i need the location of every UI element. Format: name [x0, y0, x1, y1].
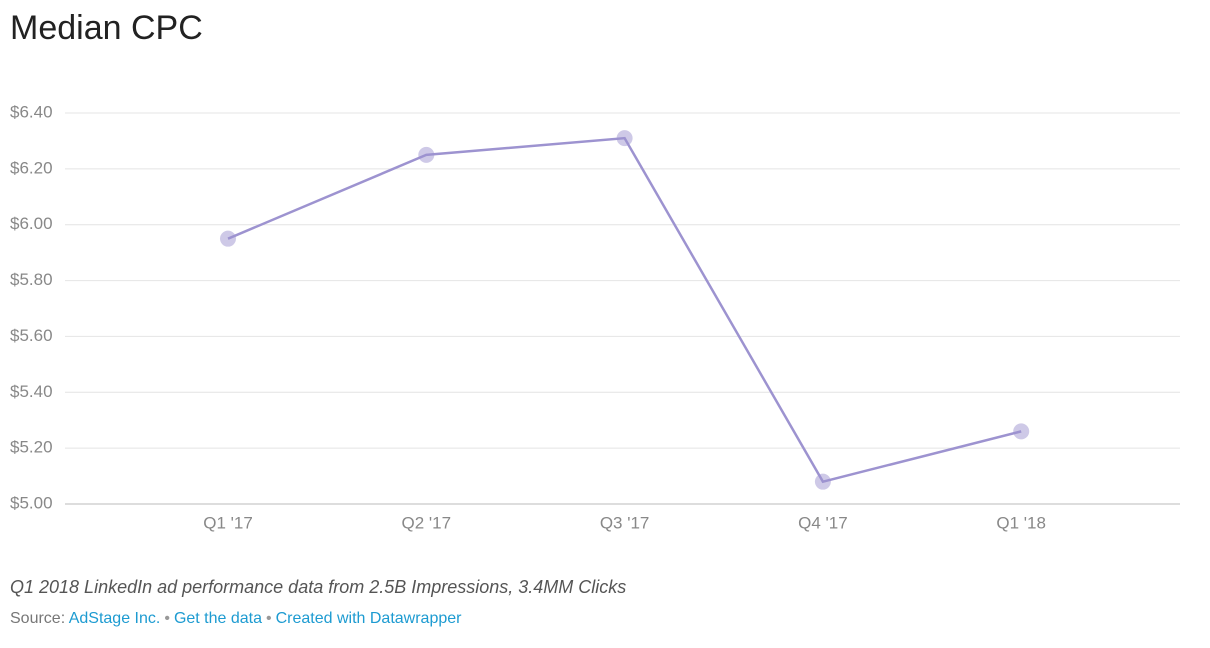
separator: •	[164, 610, 170, 627]
y-tick-label: $5.40	[10, 382, 53, 401]
y-tick-label: $6.20	[10, 158, 53, 177]
y-tick-label: $6.40	[10, 102, 53, 121]
y-tick-label: $6.00	[10, 214, 53, 233]
y-tick-label: $5.60	[10, 326, 53, 345]
line	[227, 136, 1022, 484]
data-link[interactable]: Get the data	[173, 610, 262, 627]
point	[1013, 423, 1030, 440]
point	[814, 473, 831, 490]
x-tick-label: Q1 '17	[203, 513, 253, 532]
y-tick-label: $5.20	[10, 438, 53, 457]
x-tick-label: Q4 '17	[798, 513, 848, 532]
x-tick-label: Q2 '17	[402, 513, 452, 532]
source-label: Source:	[10, 610, 66, 627]
source: Source: AdStage Inc. • Get the data • Create…	[10, 610, 461, 628]
point	[616, 130, 633, 147]
y-tick-label: $5.80	[10, 270, 53, 289]
x-tick-label: Q1 '18	[996, 513, 1046, 532]
y-tick-label: $5.00	[10, 493, 53, 512]
separator: •	[266, 610, 272, 627]
chart: Median CPC $5.00 $5.20 $5.40 $5.60 $5.80 $6.0…	[10, 9, 1180, 532]
source-link[interactable]: AdStage Inc.	[68, 610, 161, 627]
chart-title: Median CPC	[10, 9, 203, 47]
x-tick-label: Q3 '17	[600, 513, 650, 532]
datawrapper-link[interactable]: Created with Datawrapper	[275, 610, 462, 627]
point	[418, 146, 435, 163]
point	[220, 230, 236, 247]
note: Q1 2018 LinkedIn ad performance data fro…	[10, 577, 627, 597]
